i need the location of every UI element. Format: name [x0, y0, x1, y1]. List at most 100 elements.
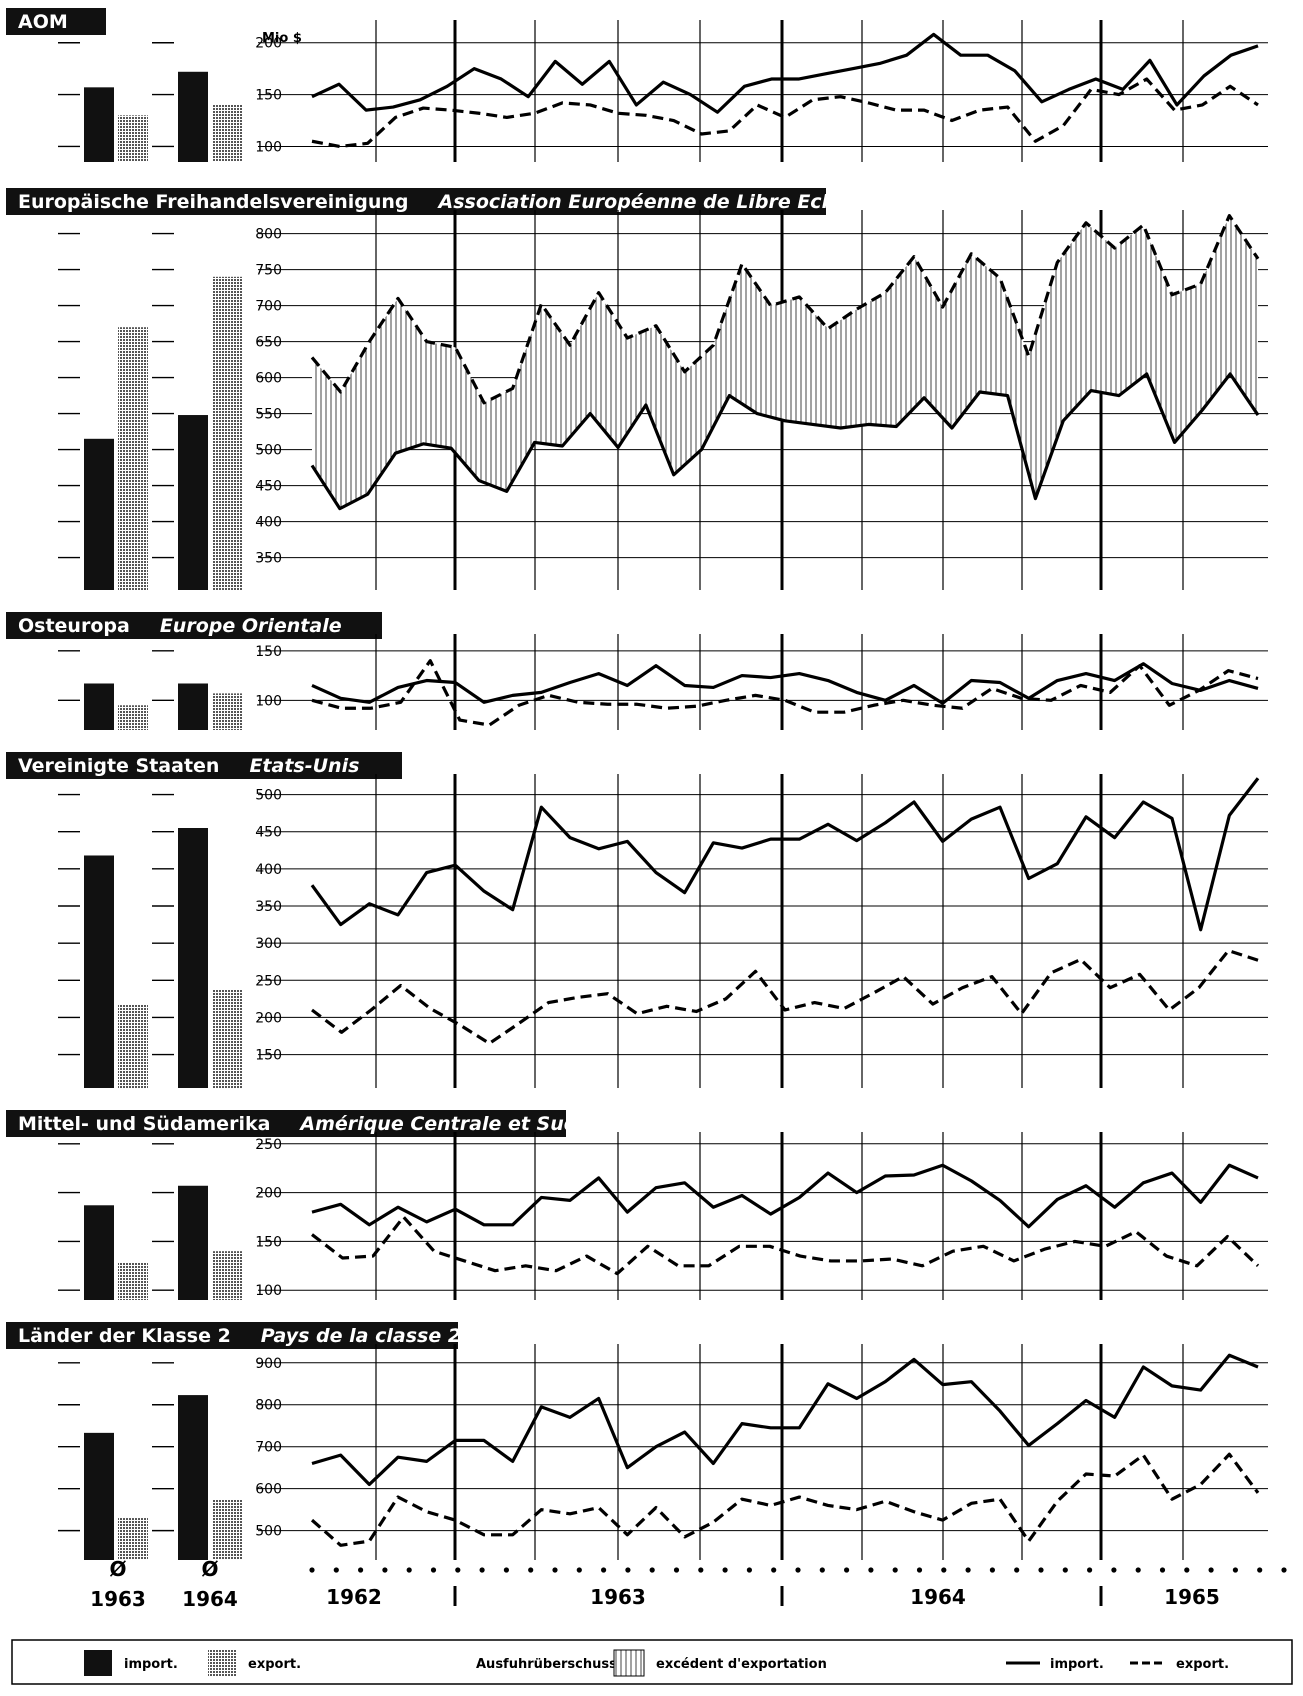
- time-axis-dot: [576, 1567, 582, 1573]
- time-axis-dot: [430, 1567, 437, 1573]
- panel-title: Länder der Klasse 2: [18, 1325, 231, 1347]
- panel-subtitle: Etats-Unis: [249, 755, 359, 777]
- series-import-line: [311, 32, 1259, 114]
- year-label-1963: 1963: [590, 1585, 646, 1609]
- avg-export-bar-1963: [118, 1262, 148, 1300]
- avg-export-bar-1963: [118, 705, 148, 730]
- y-tick-label: 500: [255, 788, 282, 804]
- legend: import. export. Ausfuhrüberschuss excéde…: [11, 1639, 1293, 1685]
- y-tick-label: 150: [255, 1234, 282, 1250]
- time-axis-dot: [1038, 1567, 1044, 1573]
- time-axis-dot: [844, 1567, 850, 1573]
- y-tick-label: 700: [255, 1440, 282, 1456]
- y-tick-label: 700: [255, 299, 282, 315]
- avg-import-bar-1963: [84, 855, 114, 1088]
- y-tick-label: 600: [255, 371, 282, 387]
- legend-import-bar: import.: [124, 1657, 178, 1672]
- y-tick-label: 100: [255, 693, 282, 709]
- time-axis-dot: [1159, 1567, 1166, 1573]
- avg-symbol-1963: Ø: [109, 1557, 126, 1581]
- y-tick-label: 100: [255, 1283, 282, 1299]
- legend-export-bar: export.: [248, 1657, 301, 1672]
- avg-export-bar-1963: [118, 1518, 148, 1560]
- panel-title-bar: [6, 1110, 566, 1137]
- panel-5: Länder der Klasse 2 Pays de la classe 2 50…: [6, 1322, 1268, 1560]
- avg-import-bar-1964: [178, 828, 208, 1088]
- time-axis-dot: [722, 1567, 728, 1573]
- time-axis-dot: [892, 1567, 898, 1573]
- y-tick-label: 250: [255, 973, 282, 989]
- time-axis-dot: [406, 1567, 412, 1573]
- panel-title: AOM: [18, 11, 68, 33]
- series-import-line: [311, 1353, 1259, 1487]
- legend-import-swatch: [84, 1650, 112, 1676]
- avg-import-bar-1964: [178, 71, 208, 162]
- y-tick-label: 300: [255, 936, 282, 952]
- legend-export-line: export.: [1176, 1657, 1229, 1672]
- time-axis-dot: [552, 1567, 558, 1573]
- series-export-line: [311, 948, 1259, 1046]
- panel-title: Osteuropa: [18, 615, 130, 637]
- time-axis-dot: [358, 1567, 364, 1573]
- series-import-line: [310, 372, 1260, 511]
- panel-1: Europäische Freihandelsvereinigung Associ…: [6, 188, 1268, 590]
- series-import-line: [311, 1163, 1259, 1229]
- series-import-line: [310, 777, 1260, 932]
- panel-title: Mittel- und Südamerika: [18, 1113, 270, 1135]
- time-axis-dot: [601, 1567, 607, 1573]
- panel-title-bar: [6, 612, 382, 639]
- time-axis-dot: [1257, 1567, 1263, 1573]
- time-axis-dot: [1232, 1567, 1238, 1573]
- avg-import-bar-1963: [84, 683, 114, 730]
- y-tick-label: 400: [255, 862, 282, 878]
- y-tick-label: 900: [255, 1356, 282, 1372]
- y-tick-label: 200: [255, 36, 282, 52]
- export-surplus-area: [312, 215, 1258, 509]
- time-axis-dot: [649, 1567, 655, 1573]
- y-tick-label: 200: [255, 1010, 282, 1026]
- avg-import-bar-1964: [178, 1185, 208, 1300]
- year-label-1962: 1962: [326, 1585, 382, 1609]
- year-label-1964: 1964: [910, 1585, 966, 1609]
- avg-import-bar-1964: [178, 415, 208, 590]
- y-tick-label: 450: [255, 825, 282, 841]
- time-axis-dot: [1111, 1567, 1117, 1573]
- y-tick-label: 600: [255, 1482, 282, 1498]
- y-tick-label: 800: [255, 227, 282, 243]
- time-axis: [309, 1567, 1287, 1606]
- y-tick-label: 100: [255, 139, 282, 155]
- avg-export-bar-1964: [212, 276, 242, 590]
- time-axis-dot: [673, 1567, 680, 1573]
- avg-export-bar-1964: [212, 1499, 242, 1560]
- avg-year-1963: 1963: [90, 1587, 146, 1611]
- time-axis-dot: [698, 1567, 704, 1573]
- avg-export-bar-1964: [212, 104, 242, 162]
- panel-2: Osteuropa Europe Orientale 100 150: [6, 612, 1268, 730]
- panel-subtitle: Association Européenne de Libre Echange: [437, 191, 889, 213]
- time-axis-dot: [1135, 1567, 1141, 1573]
- y-tick-label: 250: [255, 1137, 282, 1153]
- time-axis-dot: [916, 1567, 923, 1573]
- y-tick-label: 150: [255, 644, 282, 660]
- panel-subtitle: Pays de la classe 2: [261, 1325, 461, 1347]
- time-axis-dot: [503, 1567, 509, 1573]
- time-axis-dot: [1281, 1567, 1287, 1573]
- time-axis-dot: [868, 1567, 874, 1573]
- y-tick-label: 650: [255, 335, 282, 351]
- panel-subtitle: Europe Orientale: [160, 615, 342, 637]
- panel-title: Europäische Freihandelsvereinigung: [18, 191, 409, 213]
- time-axis-dot: [333, 1567, 339, 1573]
- series-export-line: [311, 659, 1259, 727]
- y-tick-label: 550: [255, 407, 282, 423]
- y-tick-label: 200: [255, 1186, 282, 1202]
- series-export-line: [311, 1215, 1260, 1276]
- avg-export-bar-1964: [212, 693, 242, 730]
- time-axis-dot: [309, 1567, 315, 1573]
- time-axis-dot: [1184, 1567, 1190, 1573]
- time-axis-dot: [1087, 1567, 1093, 1573]
- avg-export-bar-1963: [118, 1004, 148, 1088]
- panel-0: AOM 100 150 200: [6, 8, 1268, 162]
- time-axis-dot: [941, 1567, 947, 1573]
- panel-title-bar: [6, 8, 106, 35]
